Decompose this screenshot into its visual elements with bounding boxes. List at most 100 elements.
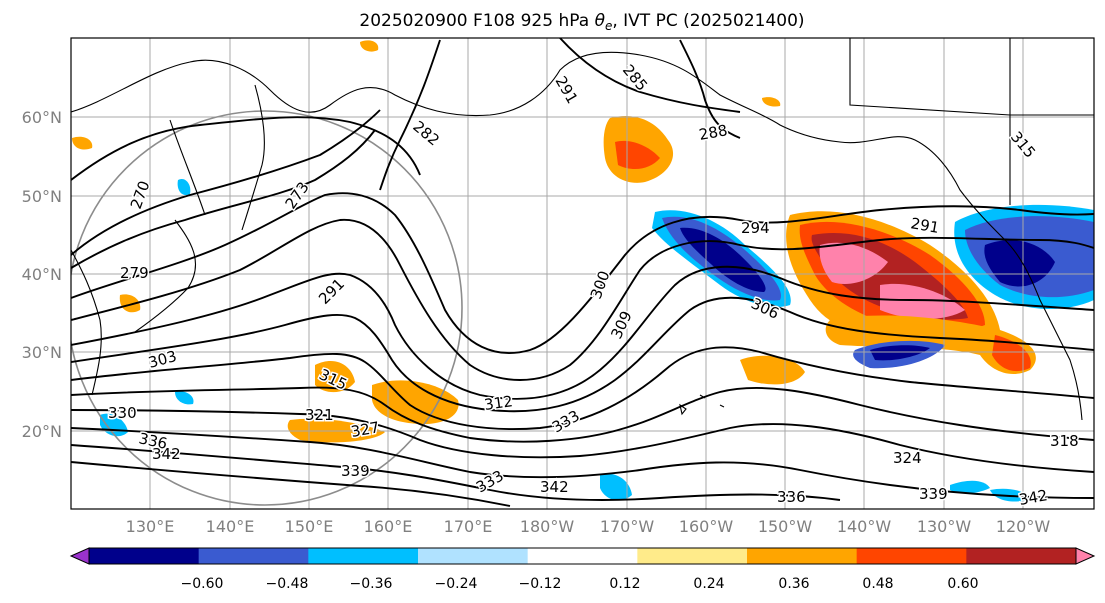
- negative-anomaly-japan: [177, 178, 191, 196]
- lon-label: 130°W: [917, 517, 972, 536]
- positive-anomaly-hawaii-east: [740, 355, 805, 385]
- longitude-labels: 130°E 140°E 150°E 160°E 170°E 180°W 170°…: [126, 517, 1051, 536]
- contour-label: 321: [305, 406, 334, 424]
- lon-label: 130°E: [126, 517, 175, 536]
- contour-label: 339: [341, 462, 370, 480]
- colorbar-extend-low: [69, 547, 90, 565]
- shading-positive: [72, 40, 1036, 443]
- lat-label: 50°N: [22, 187, 62, 206]
- lon-label: 140°W: [837, 517, 892, 536]
- negative-anomaly-south-central: [600, 473, 632, 501]
- colorbar-swatches: [69, 547, 1096, 565]
- contour-342: [71, 461, 511, 507]
- colorbar-tick-label: 0.12: [609, 576, 640, 592]
- colorbar-tick-labels: −0.60 −0.48 −0.36 −0.24 −0.12 0.12 0.24 …: [181, 576, 979, 592]
- lon-label: 170°E: [444, 517, 493, 536]
- negative-anomaly-small: [175, 391, 194, 405]
- contour-330: [71, 427, 1094, 499]
- colorbar-swatch: [89, 548, 200, 564]
- colorbar-tick-label: 0.60: [947, 576, 978, 592]
- lon-label: 160°E: [364, 517, 413, 536]
- contour-285: [559, 38, 741, 113]
- positive-anomaly-siberia: [72, 136, 93, 150]
- contour-288: [679, 39, 741, 139]
- colorbar: −0.60 −0.48 −0.36 −0.24 −0.12 0.12 0.24 …: [69, 547, 1096, 592]
- contour-label: 336: [777, 488, 806, 506]
- colorbar-swatch: [527, 548, 638, 564]
- colorbar-swatch: [637, 548, 748, 564]
- contour-306: [71, 296, 1094, 413]
- lon-label: 160°W: [679, 517, 734, 536]
- negative-anomaly-ne-core: [984, 240, 1055, 287]
- positive-anomaly-central: [372, 380, 459, 425]
- colorbar-frame: [88, 547, 1077, 565]
- contour-282: [379, 39, 441, 191]
- contour-312: [71, 346, 1094, 431]
- contour-324: [71, 409, 1094, 473]
- lon-label: 150°E: [285, 517, 334, 536]
- kamchatka: [241, 84, 266, 231]
- colorbar-tick-label: −0.36: [350, 576, 393, 592]
- map-area: 270 273 279 282 285 288 291 291 294 300 …: [71, 38, 1094, 509]
- contour-273: [71, 109, 381, 256]
- colorbar-swatch: [856, 548, 967, 564]
- contour-318: [71, 386, 1094, 443]
- contour-label: 294: [741, 219, 770, 237]
- colorbar-tick-label: 0.48: [862, 576, 893, 592]
- colorbar-tick-label: 0.36: [778, 576, 809, 592]
- colorbar-tick-label: 0.24: [693, 576, 724, 592]
- colorbar-extend-high: [1075, 547, 1096, 565]
- positive-anomaly-japan: [119, 294, 141, 313]
- contour-294: [71, 219, 1094, 381]
- contour-label: 330: [108, 404, 137, 422]
- negative-anomaly-se: [950, 480, 990, 494]
- negative-anomaly-core: [680, 227, 766, 292]
- colorbar-swatch: [198, 548, 309, 564]
- lat-label: 20°N: [22, 422, 62, 441]
- coastlines: [71, 38, 1094, 421]
- positive-anomaly-north: [360, 40, 379, 52]
- contour-label: 318: [1050, 432, 1079, 450]
- colorbar-swatch: [966, 548, 1077, 564]
- colorbar-swatch: [308, 548, 419, 564]
- positive-anomaly-alaska-small: [762, 97, 781, 107]
- colorbar-tick-label: −0.12: [519, 576, 562, 592]
- colorbar-swatch: [747, 548, 858, 564]
- positive-anomaly-small: [315, 361, 355, 393]
- latitude-labels: 60°N 50°N 40°N 30°N 20°N: [22, 108, 62, 441]
- range-circle: [71, 110, 463, 506]
- contour-label: 324: [893, 449, 922, 467]
- lat-label: 40°N: [22, 265, 62, 284]
- negative-anomaly-south-core: [870, 345, 930, 361]
- colorbar-tick-label: −0.60: [181, 576, 224, 592]
- asia-coast: [71, 249, 102, 396]
- figure-title: 2025020900 F108 925 hPa θe, IVT PC (2025…: [359, 11, 804, 33]
- lon-label: 120°W: [996, 517, 1051, 536]
- contour-label: 339: [919, 485, 948, 503]
- lat-label: 60°N: [22, 108, 62, 127]
- positive-anomaly-alaska-core: [615, 140, 660, 170]
- colorbar-swatch: [418, 548, 529, 564]
- contour-label: 342: [152, 445, 181, 463]
- colorbar-tick-label: −0.48: [266, 576, 309, 592]
- borders: [849, 38, 1094, 205]
- shading-negative: [100, 178, 1094, 502]
- contour-336: [71, 444, 841, 501]
- contour-label: 336: [137, 429, 169, 453]
- lon-label: 150°W: [758, 517, 813, 536]
- map-frame: [70, 37, 1095, 510]
- contour-291: [71, 192, 1094, 354]
- contour-label: 279: [120, 264, 149, 282]
- contour-270: [71, 116, 421, 181]
- lon-label: 140°E: [206, 517, 255, 536]
- lon-label: 180°W: [520, 517, 575, 536]
- contour-279: [71, 129, 376, 269]
- contour-300: [71, 265, 1094, 400]
- lat-label: 30°N: [22, 343, 62, 362]
- positive-anomaly-coast: [992, 335, 1031, 372]
- colorbar-tick-label: −0.24: [435, 576, 478, 592]
- lon-label: 170°W: [600, 517, 655, 536]
- contour-label: 342: [540, 478, 569, 496]
- contours: [71, 38, 1094, 507]
